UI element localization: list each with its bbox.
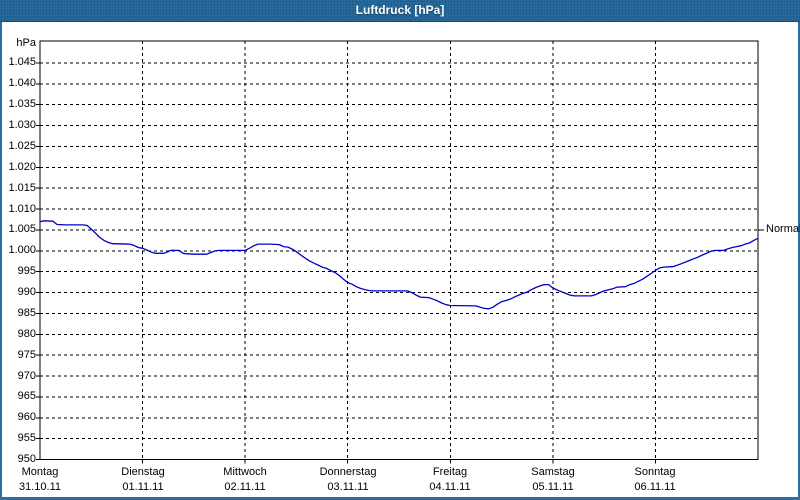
x-axis-day-label: Freitag [432, 466, 468, 478]
title-bar: Luftdruck [hPa] [0, 0, 800, 22]
y-axis-tick-label: 995 [17, 265, 36, 277]
y-axis-tick-label: 990 [17, 286, 36, 298]
window-title: Luftdruck [hPa] [355, 3, 445, 17]
y-axis-tick-label: 1.045 [8, 56, 36, 68]
x-axis-day-label: Montag [21, 466, 59, 478]
x-axis-date-label: 06.11.11 [634, 481, 676, 493]
normal-annotation-label: Normal [766, 223, 800, 235]
y-axis-tick-label: 1.035 [8, 98, 36, 110]
x-axis-date-label: 03.11.11 [327, 481, 369, 493]
y-axis-tick-label: 1.010 [8, 203, 36, 215]
x-axis-day-label: Dienstag [121, 466, 165, 478]
x-axis-date-label: 31.10.11 [18, 481, 61, 493]
x-axis-date-label: 01.11.11 [122, 481, 164, 493]
y-axis-tick-label: 980 [17, 328, 36, 340]
y-axis-tick-label: 960 [17, 411, 36, 423]
y-axis-tick-label: 955 [17, 432, 36, 444]
x-axis-date-label: 02.11.11 [224, 481, 266, 493]
y-axis-tick-label: 1.020 [8, 161, 36, 173]
y-axis-tick-label: 950 [17, 453, 36, 465]
y-axis-tick-label: 970 [17, 370, 36, 382]
y-axis-tick-label: 1.030 [8, 119, 36, 131]
chart-panel [2, 22, 798, 497]
y-axis-tick-label: 1.040 [8, 77, 36, 89]
x-axis-day-label: Sonntag [634, 466, 676, 478]
x-axis-day-label: Mittwoch [223, 466, 267, 478]
y-axis-tick-label: 1.015 [8, 182, 36, 194]
x-axis-date-label: 04.11.11 [429, 481, 471, 493]
y-axis-unit-label: hPa [16, 37, 36, 49]
y-axis-tick-label: 1.000 [8, 244, 36, 256]
y-axis-tick-label: 1.025 [8, 140, 36, 152]
y-axis-tick-label: 985 [17, 307, 36, 319]
y-axis-tick-label: 975 [17, 349, 36, 361]
x-axis-day-label: Donnerstag [319, 466, 377, 478]
x-axis-date-label: 05.11.11 [532, 481, 574, 493]
y-axis-tick-label: 1.005 [8, 223, 36, 235]
y-axis-tick-label: 965 [17, 390, 36, 402]
x-axis-day-label: Samstag [531, 466, 575, 478]
